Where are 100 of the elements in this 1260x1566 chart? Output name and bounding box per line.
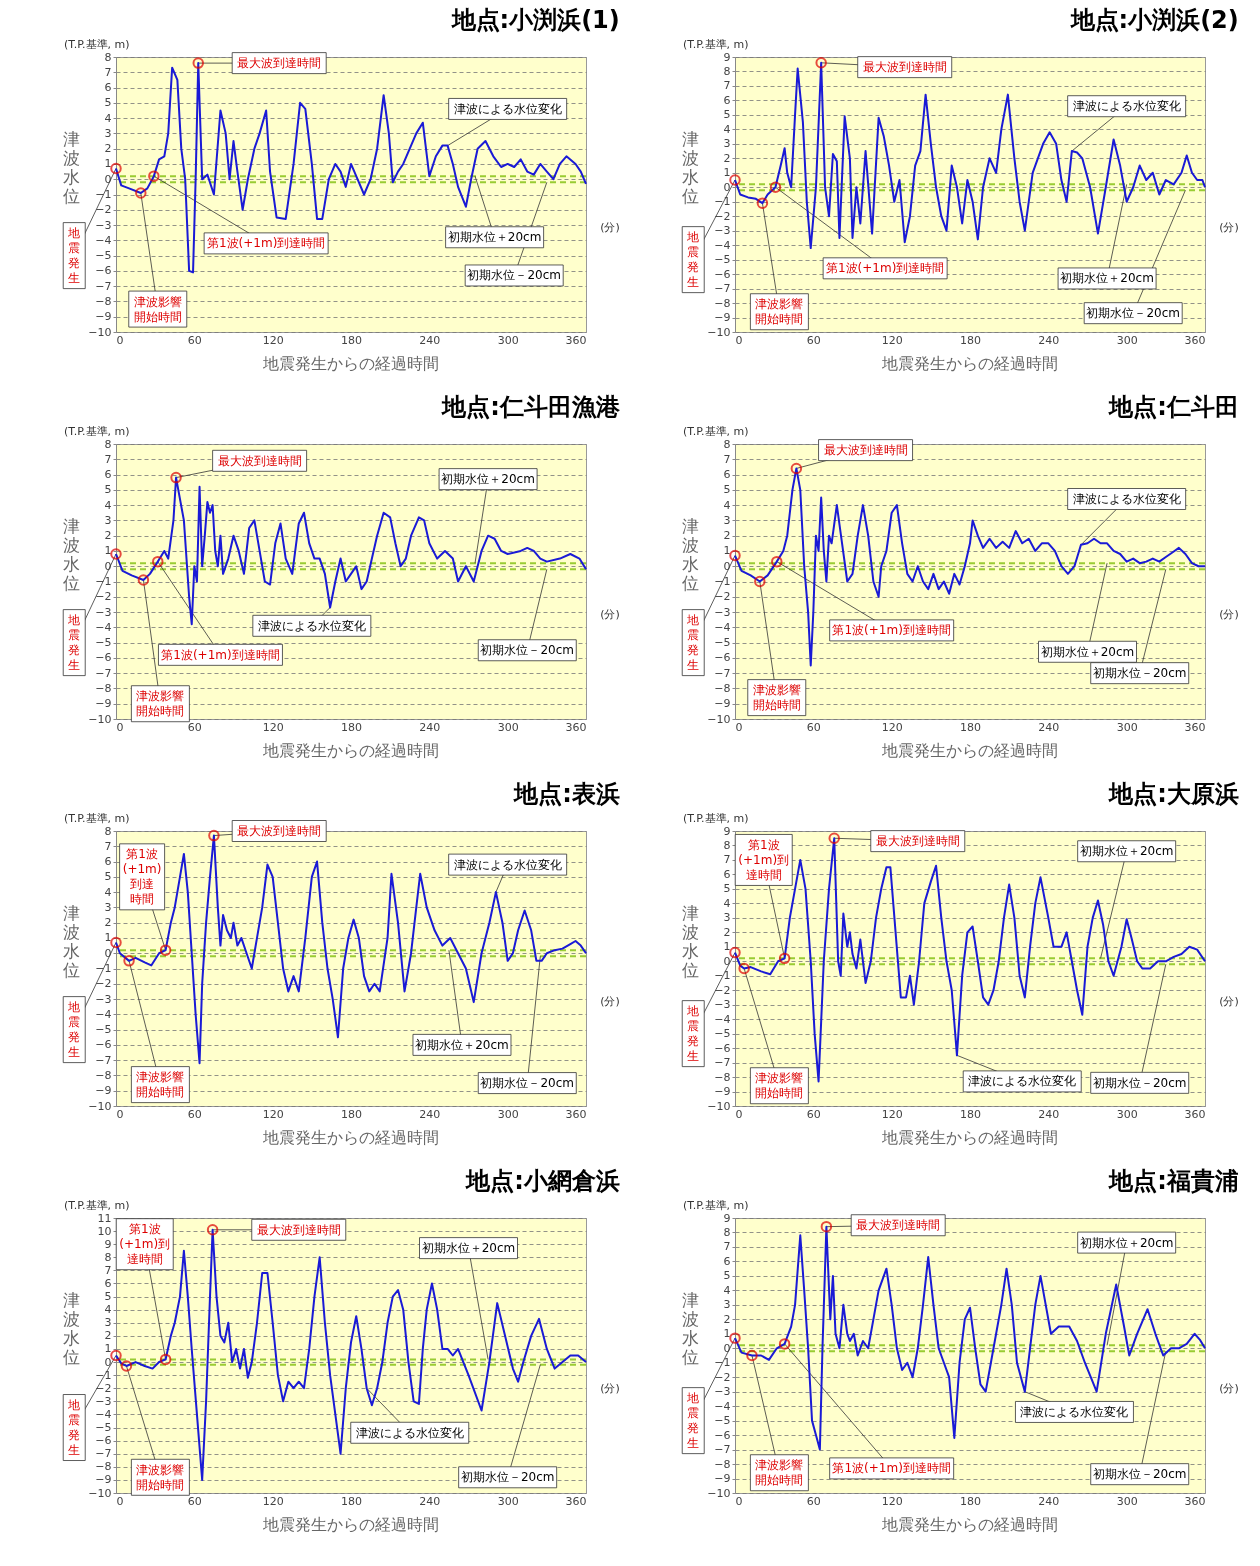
text: (T.P.基準, m) [64,1199,130,1212]
y-tick-label: 8 [723,1225,731,1239]
x-tick-label: 120 [881,1494,903,1508]
y-tick-label: −1 [714,195,731,209]
x-tick-label: 120 [881,1107,903,1121]
x-tick-label: 240 [1038,1107,1060,1121]
y-tick-label: 6 [104,468,112,482]
y-tick-label: 4 [723,896,731,910]
annotation: 津波による水位変化 [1072,492,1181,506]
annotation: 第1波(+1m)到達時間 [122,847,162,907]
x-tick-label: 240 [1038,720,1060,734]
annotation: 最大波到達時間 [856,1218,941,1233]
y-tick-label: 7 [723,1240,731,1254]
y-tick-label: 7 [104,65,112,79]
text: (分) [1219,994,1239,1008]
annotation: 津波影響開始時間 [136,1462,185,1492]
y-tick-label: −7 [714,282,731,296]
y-tick-label: −8 [714,681,731,695]
x-tick-label: 300 [497,333,519,347]
x-tick-label: 240 [419,1494,441,1508]
y-tick-label: −4 [95,620,112,634]
text: (T.P.基準, m) [683,425,749,438]
annotation: 津波による水位変化 [257,618,366,633]
y-tick-label: −7 [95,279,112,293]
y-tick-label: 2 [723,151,731,165]
x-tick-label: 240 [419,720,441,734]
x-tick-label: 0 [116,1107,124,1121]
x-tick-label: 0 [116,1494,124,1508]
chart-title: 地点:小渕浜(2) [1069,6,1239,34]
y-tick-label: 9 [723,1211,731,1225]
y-tick-label: 1 [104,1342,112,1356]
text: (分) [600,1381,620,1395]
x-tick-label: 300 [1116,333,1138,347]
y-tick-label: 7 [723,79,731,93]
y-tick-label: 6 [723,93,731,107]
annotation: 津波による水位変化 [453,101,562,116]
x-tick-label: 360 [1184,1107,1206,1121]
y-tick-label: 7 [723,452,731,466]
ref-line-label: 初期水位＋20cm [1079,1235,1174,1250]
y-tick-label: −9 [714,1085,731,1099]
y-tick-label: 7 [104,839,112,853]
annotation: 第1波(+1m)到達時間 [832,623,951,638]
annotation: 第1波(+1m)到達時間 [119,1222,171,1267]
annotation: 最大波到達時間 [217,453,302,468]
y-tick-label: −3 [714,605,731,619]
chart-title: 地点:小網倉浜 [465,1167,620,1195]
y-tick-label: −8 [714,296,731,310]
ref-line-label: 初期水位－20cm [1092,1467,1187,1482]
annotation: 津波影響開始時間 [755,1458,804,1488]
y-tick-label: −3 [95,1394,112,1408]
chart-title: 地点:大原浜 [1108,780,1239,808]
x-tick-label: 0 [735,333,743,347]
ref-line-label: 初期水位＋20cm [415,1037,509,1052]
y-tick-label: 2 [723,529,731,543]
x-tick-label: 240 [419,333,441,347]
y-tick-label: −9 [714,311,731,325]
annotation: 津波による水位変化 [1072,99,1181,114]
annotation: 地震発生 [686,613,700,673]
annotation: 第1波(+1m)到達時間 [832,1461,951,1476]
x-axis-title: 地震発生からの経過時間 [262,741,439,760]
text: (T.P.基準, m) [64,425,130,438]
y-tick-label: 1 [104,931,112,945]
y-tick-label: −7 [95,1053,112,1067]
y-tick-label: 4 [104,1303,112,1317]
x-tick-label: 180 [960,1494,981,1508]
y-tick-label: −3 [95,605,112,619]
annotation: 最大波到達時間 [237,824,322,838]
annotation: 地震発生 [67,226,81,286]
y-tick-label: 7 [104,1263,112,1277]
y-axis-title: 津波水位 [62,128,80,206]
y-tick-label: 3 [104,900,112,914]
y-tick-label: −1 [714,969,731,983]
ref-line-label: 初期水位－20cm [1086,306,1180,321]
y-tick-label: 6 [723,867,731,881]
text: (分) [600,994,620,1008]
x-tick-label: 180 [341,1494,362,1508]
ref-line-label: 初期水位－20cm [1092,666,1187,681]
y-tick-label: 3 [723,1298,731,1312]
y-tick-label: −7 [95,1447,112,1461]
y-tick-label: −5 [95,1023,112,1037]
y-tick-label: −1 [95,575,112,588]
x-tick-label: 0 [735,1107,743,1121]
ref-line-label: 初期水位＋20cm [441,472,535,487]
x-tick-label: 60 [187,1107,202,1121]
y-tick-label: −3 [95,218,112,232]
y-tick-label: −8 [95,1460,112,1474]
y-tick-label: −7 [714,1443,731,1457]
y-tick-label: −6 [714,267,731,281]
y-tick-label: 6 [723,1254,731,1268]
x-tick-label: 0 [735,1494,743,1508]
y-tick-label: −8 [95,1068,112,1082]
y-tick-label: −10 [707,325,731,339]
annotation: 津波影響開始時間 [133,294,182,324]
annotation: 津波影響開始時間 [755,297,804,327]
y-tick-label: 8 [723,437,731,451]
annotation: 第1波(+1m)到達時間 [738,837,790,882]
x-tick-label: 240 [1038,333,1060,347]
annotation: 津波による水位変化 [968,1074,1077,1089]
x-tick-label: 300 [497,720,519,734]
x-tick-label: 240 [419,1107,441,1121]
